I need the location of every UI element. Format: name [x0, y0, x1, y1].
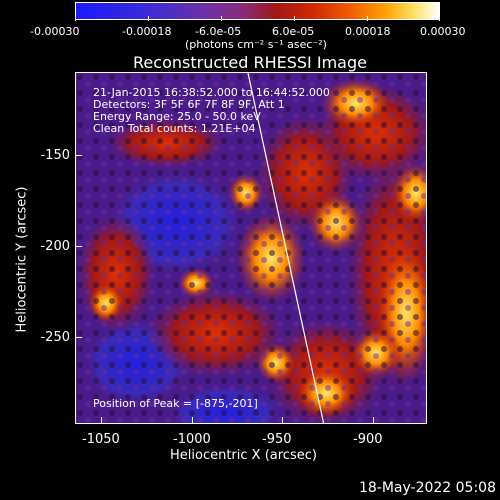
colorbar-tick-mark	[294, 16, 295, 21]
colorbar-tick-label: 0.00030	[420, 25, 466, 38]
colorbar-tick-label: -6.0e-05	[195, 25, 242, 38]
colorbar-tick-label: 6.0e-05	[272, 25, 315, 38]
colorbar-tick-label: 0.00018	[345, 25, 391, 38]
colorbar-tick-mark	[439, 16, 440, 21]
image-canvas	[76, 73, 426, 423]
x-tick-mark	[101, 417, 102, 424]
info-line: Energy Range: 25.0 - 50.0 keV	[93, 110, 261, 123]
peak-position: Position of Peak = [-875,-201]	[93, 397, 258, 410]
y-tick-label: -200	[40, 239, 70, 254]
x-tick-label: -950	[262, 432, 292, 447]
x-tick-label: -900	[353, 432, 383, 447]
colorbar-tick-mark	[367, 16, 368, 21]
y-tick-mark	[75, 337, 82, 338]
y-tick-label: -250	[40, 330, 70, 345]
colorbar-tick-label: -0.00030	[30, 25, 80, 38]
info-line: 21-Jan-2015 16:38:52.000 to 16:44:52.000	[93, 86, 330, 99]
plot-title: Reconstructed RHESSI Image	[133, 53, 367, 72]
colorbar-tick-mark	[75, 16, 76, 21]
y-axis-label: Heliocentric Y (arcsec)	[14, 186, 30, 333]
x-tick-mark	[282, 417, 283, 424]
colorbar-tick-label: -0.00018	[122, 25, 172, 38]
datestamp: 18-May-2022 05:08	[358, 480, 496, 496]
colorbar-tick-mark	[221, 16, 222, 21]
image-plot: 21-Jan-2015 16:38:52.000 to 16:44:52.000…	[75, 72, 427, 424]
colorbar-units: (photons cm⁻² s⁻¹ asec⁻²)	[185, 38, 327, 51]
x-tick-label: -1000	[173, 432, 211, 447]
info-line: Detectors: 3F 5F 6F 7F 8F 9F, Att 1	[93, 98, 285, 111]
y-tick-mark	[75, 155, 82, 156]
colorbar-tick-mark	[148, 16, 149, 21]
solar-limb-line	[247, 73, 325, 423]
info-line: Clean Total counts: 1.21E+04	[93, 122, 256, 135]
y-tick-mark	[75, 246, 82, 247]
speckle-texture	[76, 73, 426, 423]
x-tick-mark	[373, 417, 374, 424]
x-axis-label: Heliocentric X (arcsec)	[170, 448, 317, 463]
x-tick-label: -1050	[82, 432, 120, 447]
colorbar	[75, 2, 440, 20]
x-tick-mark	[192, 417, 193, 424]
y-tick-label: -150	[40, 148, 70, 163]
